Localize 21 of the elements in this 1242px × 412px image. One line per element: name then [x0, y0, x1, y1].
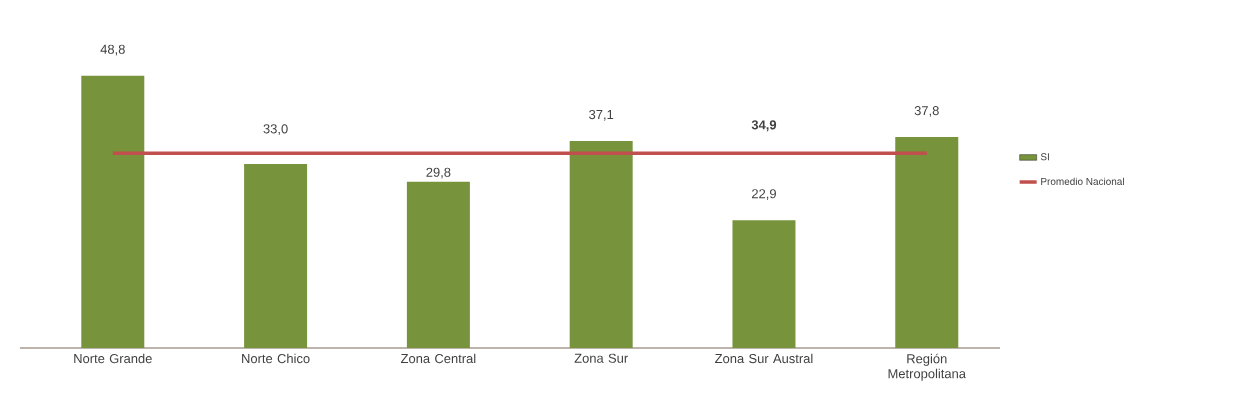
legend-label: Promedio Nacional — [1041, 177, 1124, 185]
x-tick-label: Norte Chico — [242, 353, 310, 364]
data-label: 33,0 — [263, 124, 288, 135]
data-label: 37,1 — [589, 109, 614, 121]
x-tick-label: Norte Grande — [74, 353, 152, 364]
data-label: 48,8 — [100, 44, 125, 56]
data-label: 22,9 — [752, 189, 776, 200]
bar — [244, 163, 308, 348]
bar — [569, 141, 633, 348]
data-label: 37,8 — [914, 106, 939, 117]
x-tick-label: Región Metropolitana — [888, 353, 966, 381]
x-tick-label: Zona Sur Austral — [715, 353, 813, 364]
bar — [406, 181, 470, 348]
bar — [895, 137, 959, 348]
data-label: 29,8 — [426, 167, 451, 179]
legend-label: SI — [1040, 153, 1049, 161]
x-tick-label: Zona Central — [401, 353, 476, 364]
data-label: 34,9 — [751, 120, 777, 132]
bar — [81, 75, 145, 348]
bar — [732, 220, 796, 348]
x-tick-label: Zona Sur — [574, 353, 628, 363]
